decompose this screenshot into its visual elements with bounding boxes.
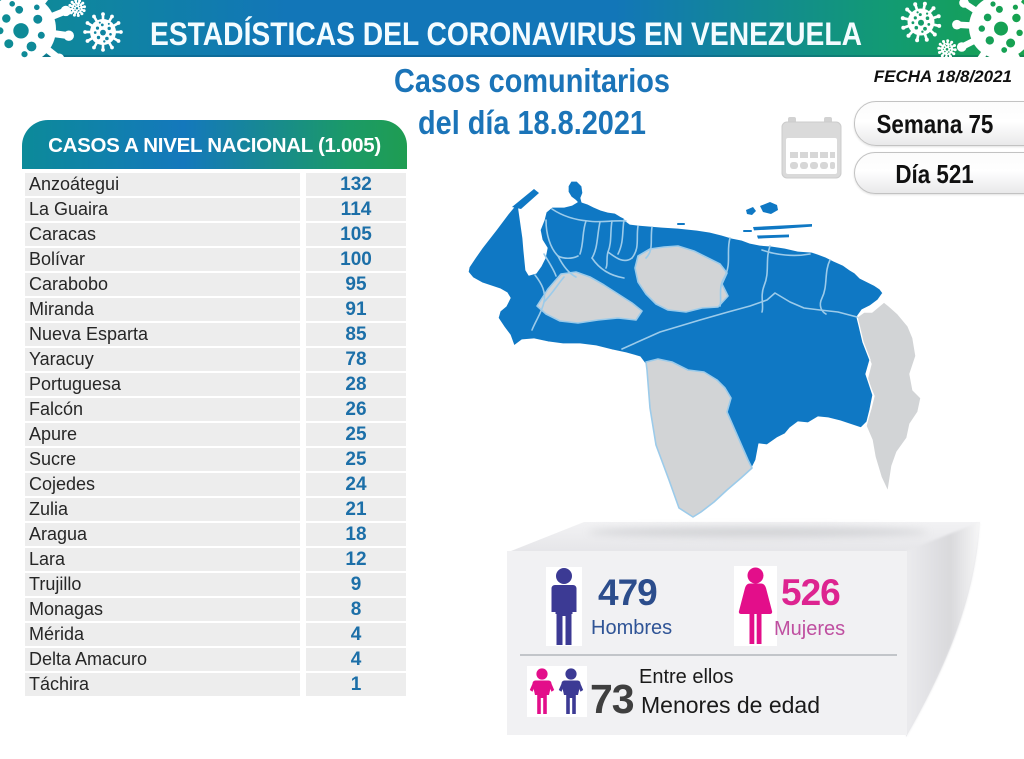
svg-text:ESTADÍSTICAS DEL CORONAVIRUS E: ESTADÍSTICAS DEL CORONAVIRUS EN VENEZUEL… <box>150 16 862 52</box>
